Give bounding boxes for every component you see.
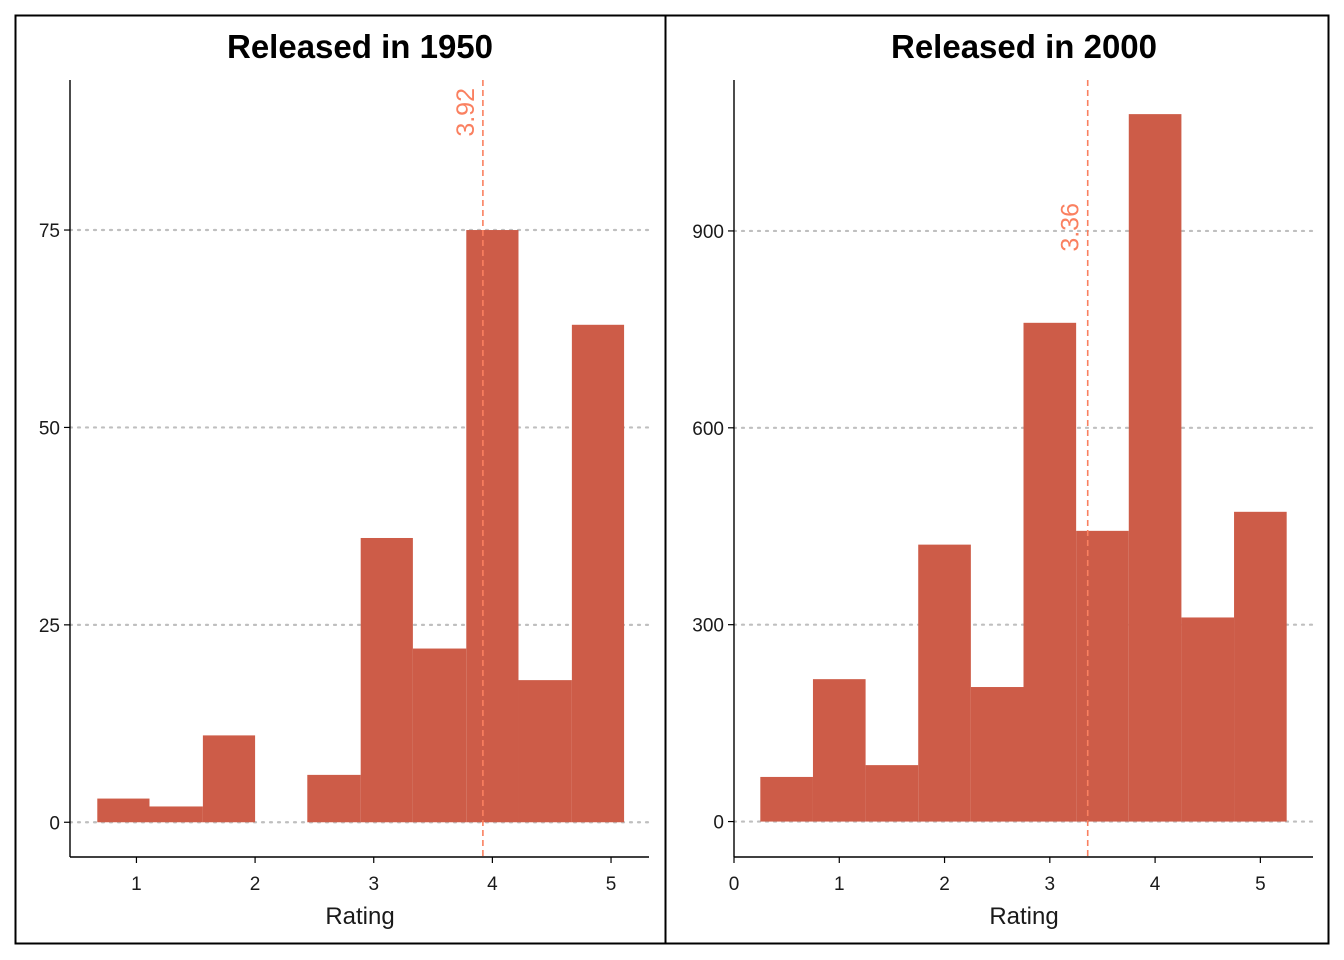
histogram-bar <box>571 324 625 823</box>
histogram-bar <box>518 680 572 823</box>
y-tick-label: 300 <box>692 616 724 637</box>
y-tick-label: 75 <box>39 221 60 242</box>
histogram-bar <box>812 679 866 822</box>
histogram-bars <box>97 230 625 823</box>
panel-1950: Released in 1950 3.92 0 25 50 75 1 2 3 4 5 Ratin… <box>14 14 667 945</box>
y-tick-label: 25 <box>39 616 60 637</box>
x-tick-label: 5 <box>606 874 617 895</box>
x-tick-label: 3 <box>1045 874 1056 895</box>
x-tick-label: 3 <box>368 874 379 895</box>
panel-border <box>664 14 1330 945</box>
x-tick-label: 4 <box>1150 874 1161 895</box>
y-tick-label: 0 <box>713 813 724 834</box>
y-tick-label: 0 <box>49 813 60 834</box>
y-tick-label: 50 <box>39 418 60 439</box>
x-tick-label: 4 <box>487 874 498 895</box>
mean-marker: 3.92 <box>452 80 484 857</box>
histogram-bar <box>760 776 813 822</box>
histogram-bars <box>760 114 1287 822</box>
histogram-bar <box>466 230 519 823</box>
mean-label: 3.92 <box>452 88 480 137</box>
axes: 0 25 50 75 1 2 3 4 5 <box>39 80 649 895</box>
x-tick-label: 1 <box>834 874 845 895</box>
histogram-bar <box>202 735 256 823</box>
axes: 0 300 600 900 0 1 2 3 4 5 <box>692 80 1313 895</box>
histogram-bar <box>1023 322 1077 822</box>
mean-label: 3.36 <box>1057 203 1085 252</box>
histogram-bar <box>97 798 150 823</box>
histogram-bar <box>412 648 467 823</box>
histogram-bar <box>970 687 1024 822</box>
panel-2000: Released in 2000 3.36 0 300 600 900 0 1 2 3 4 5 R… <box>664 14 1330 945</box>
histogram-bar <box>149 806 203 823</box>
histogram-bar <box>865 765 919 822</box>
y-tick-label: 600 <box>692 419 724 440</box>
histogram-bar <box>1181 617 1235 822</box>
panel-title: Released in 2000 <box>891 28 1157 65</box>
x-axis-label: Rating <box>325 903 394 930</box>
histogram-bar <box>307 774 361 823</box>
histogram-bar <box>1128 114 1182 822</box>
x-tick-label: 0 <box>729 874 740 895</box>
x-axis-label: Rating <box>989 903 1058 930</box>
y-tick-label: 900 <box>692 222 724 243</box>
histogram-bar <box>1234 511 1287 822</box>
x-tick-label: 5 <box>1255 874 1266 895</box>
histogram-bar <box>918 544 971 822</box>
x-tick-label: 1 <box>131 874 142 895</box>
x-tick-label: 2 <box>250 874 261 895</box>
mean-marker: 3.36 <box>1057 80 1089 857</box>
histogram-bar <box>1076 530 1129 822</box>
x-tick-label: 2 <box>939 874 950 895</box>
histogram-bar <box>360 537 413 823</box>
panel-title: Released in 1950 <box>227 28 493 65</box>
